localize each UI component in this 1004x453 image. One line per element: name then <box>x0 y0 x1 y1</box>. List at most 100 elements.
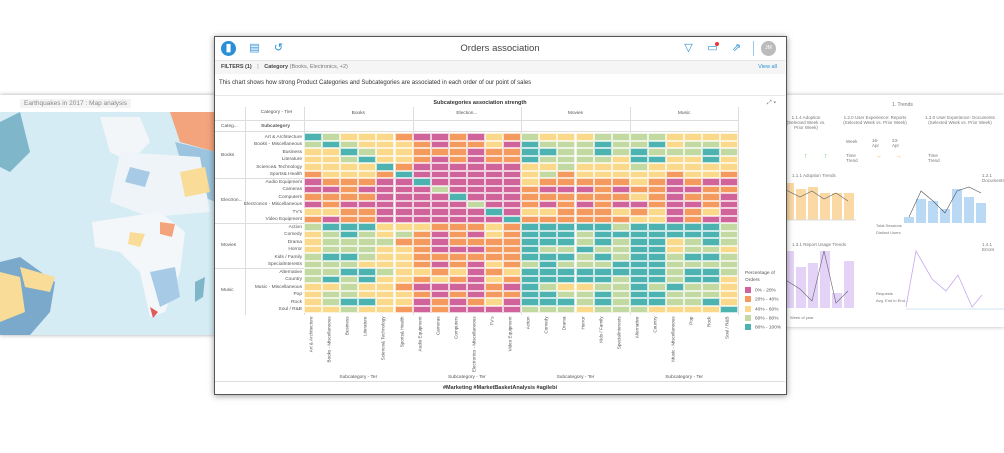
column-label: Cameras <box>435 316 441 336</box>
heatmap-cell <box>539 178 558 186</box>
heatmap-cell <box>412 185 431 193</box>
heatmap-cell <box>358 200 377 208</box>
heatmap-cell <box>684 238 703 246</box>
heatmap-cell <box>629 140 648 148</box>
heatmap-cell <box>466 178 485 186</box>
row-label: Country <box>285 277 302 282</box>
heatmap-cell <box>412 275 431 283</box>
heatmap-cell <box>485 200 504 208</box>
filters-bar: FILTERS (1) | Category (Books, Electroni… <box>215 61 785 74</box>
heatmap-cell <box>358 223 377 231</box>
heatmap-cell <box>394 155 413 163</box>
world-map[interactable] <box>0 112 216 335</box>
heatmap-cell <box>521 163 540 171</box>
heatmap-cell <box>466 245 485 253</box>
column-label: Science& Technology <box>380 316 386 361</box>
heatmap-cell <box>720 208 739 216</box>
column-group-label: Books <box>351 111 365 116</box>
heatmap-cell <box>593 260 612 268</box>
heatmap-cell <box>575 155 594 163</box>
heatmap-cell <box>304 215 323 223</box>
column-label: Business <box>344 316 350 336</box>
column-group-label: Music <box>677 111 691 116</box>
heatmap-cell <box>539 223 558 231</box>
legend-item[interactable]: 20% - 40% <box>745 296 785 303</box>
kpi-header: 1.2.0 User Experience: Reports (Selected… <box>843 115 907 125</box>
heatmap-cell <box>629 223 648 231</box>
bar-chart-icon[interactable]: ▮ <box>221 41 236 56</box>
heatmap-cell <box>485 260 504 268</box>
column-label: Video Equipment <box>507 316 513 352</box>
heatmap-cell <box>430 230 449 238</box>
heatmap-cell <box>322 283 341 291</box>
heatmap-cell <box>304 305 323 313</box>
legend-swatch <box>745 296 751 303</box>
history-icon[interactable]: ↺ <box>273 42 284 54</box>
row-label: Action <box>288 224 302 230</box>
heatmap-cell <box>376 133 395 141</box>
heatmap-cell <box>593 178 612 186</box>
heatmap-cell <box>702 268 721 276</box>
heatmap-cell <box>376 155 395 163</box>
heatmap-cell <box>376 163 395 171</box>
share-icon[interactable]: ⇗ <box>731 42 742 54</box>
heatmap-cell <box>720 223 739 231</box>
legend-item[interactable]: 60% - 80% <box>745 314 785 321</box>
column-label: Electronics - Miscellaneous <box>471 316 477 373</box>
map-analysis-panel[interactable]: Earthquakes in 2017 : Map analysis <box>0 95 216 335</box>
heatmap-cell <box>322 245 341 253</box>
row-group-label: Movies <box>221 243 237 248</box>
view-all-link[interactable]: View all <box>758 64 777 70</box>
heatmap-cell <box>629 230 648 238</box>
heatmap-cell <box>521 223 540 231</box>
column-label: Computers <box>453 316 459 339</box>
heatmap-cell <box>575 200 594 208</box>
heatmap-cell <box>611 163 630 171</box>
avatar[interactable]: JM <box>761 41 776 56</box>
filter-field[interactable]: Category <box>264 64 289 70</box>
heatmap-cell <box>575 215 594 223</box>
heatmap-cell <box>629 290 648 298</box>
filter-icon[interactable]: ▽ <box>684 42 693 54</box>
heatmap-cell <box>304 193 323 201</box>
heatmap-cell <box>394 170 413 178</box>
heatmap-cell <box>539 200 558 208</box>
trends-dashboard-panel[interactable]: 1. Trends 1.1.4 Adoption (Selected Week … <box>782 95 1004 327</box>
heatmap-cell <box>412 208 431 216</box>
heatmap-cell <box>557 170 576 178</box>
heatmap-cell <box>340 208 359 216</box>
arrow-up-icon: ↑ <box>804 153 808 160</box>
heatmap-cell <box>340 268 359 276</box>
legend-swatch <box>745 305 751 312</box>
heatmap-cell <box>358 275 377 283</box>
heatmap-cell <box>503 238 522 246</box>
heatmap-cell <box>666 200 685 208</box>
heatmap-cell <box>702 133 721 141</box>
heatmap-cell <box>593 200 612 208</box>
orders-association-card: ▮ ▤ ↺ Orders association ▽ ▭ ⇗ JM FILTER… <box>214 36 787 395</box>
heatmap-cell <box>611 245 630 253</box>
comment-icon[interactable]: ▭ <box>707 42 719 54</box>
expand-icon[interactable]: ⤢ ▾ <box>767 100 776 106</box>
heatmap-cell <box>611 298 630 306</box>
heatmap-cell <box>340 140 359 148</box>
heatmap-cell <box>412 163 431 171</box>
heatmap-cell <box>430 223 449 231</box>
heatmap-cell <box>647 283 666 291</box>
legend-item[interactable]: 80% - 100% <box>745 324 785 330</box>
legend-item[interactable]: 0% - 20% <box>745 287 785 293</box>
heatmap-cell <box>593 290 612 298</box>
heatmap-cell <box>702 193 721 201</box>
heatmap-cell <box>647 140 666 148</box>
heatmap-cell <box>702 275 721 283</box>
legend-item[interactable]: 40% - 60% <box>745 305 785 312</box>
heatmap-cell <box>593 133 612 141</box>
heatmap-cell <box>611 268 630 276</box>
heatmap-cell <box>666 268 685 276</box>
filters-label[interactable]: FILTERS (1) <box>221 64 252 70</box>
heatmap-cell <box>430 268 449 276</box>
heatmap-cell <box>322 208 341 216</box>
heatmap-cell <box>521 208 540 216</box>
document-icon[interactable]: ▤ <box>249 42 260 54</box>
column-group-label: Movies <box>567 111 584 116</box>
